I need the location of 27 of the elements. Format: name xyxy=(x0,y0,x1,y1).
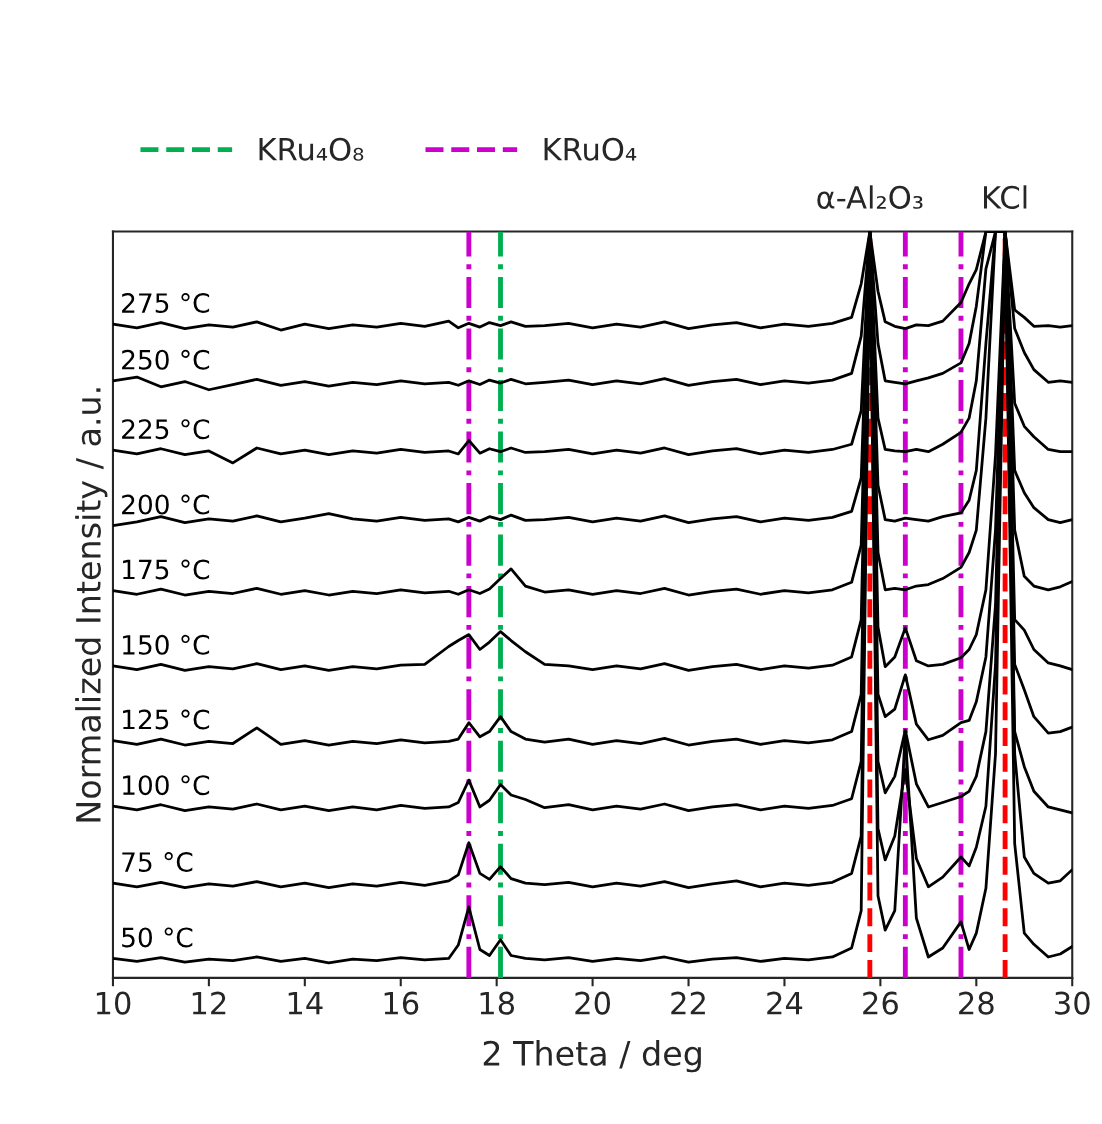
series-label: 50 °C xyxy=(122,927,193,948)
series-label: 225 °C xyxy=(122,419,210,440)
y-axis-title: Normalized Intensity / a.u. xyxy=(75,388,108,822)
x-tick-label: 12 xyxy=(192,991,226,1015)
legend-label: KRuO₄ xyxy=(544,137,637,161)
legend-label: KRu₄O₈ xyxy=(259,137,364,161)
series-label: 100 °C xyxy=(123,775,210,796)
series-label: 175 °C xyxy=(123,559,210,580)
series-label: 250 °C xyxy=(122,349,210,370)
x-tick-label: 20 xyxy=(575,991,611,1015)
x-tick-label: 22 xyxy=(671,991,705,1015)
x-axis-title: 2 Theta / deg xyxy=(483,1040,701,1073)
ref-line-label: KCl xyxy=(984,185,1027,209)
series-label: 75 °C xyxy=(122,852,193,873)
series-label: 275 °C xyxy=(122,293,210,314)
x-tick-label: 26 xyxy=(863,991,898,1015)
series-label: 150 °C xyxy=(123,634,210,655)
ref-line-label: α-Al₂O₃ xyxy=(817,185,923,209)
series-label: 200 °C xyxy=(122,494,210,515)
x-tick-label: 18 xyxy=(480,991,515,1015)
series-label: 125 °C xyxy=(123,709,210,730)
x-tick-label: 14 xyxy=(288,992,323,1015)
x-tick-label: 30 xyxy=(1055,991,1090,1015)
x-tick-label: 28 xyxy=(959,991,994,1015)
x-tick-label: 16 xyxy=(384,991,419,1015)
x-tick-label: 24 xyxy=(767,991,803,1015)
x-tick-label: 10 xyxy=(96,991,131,1015)
